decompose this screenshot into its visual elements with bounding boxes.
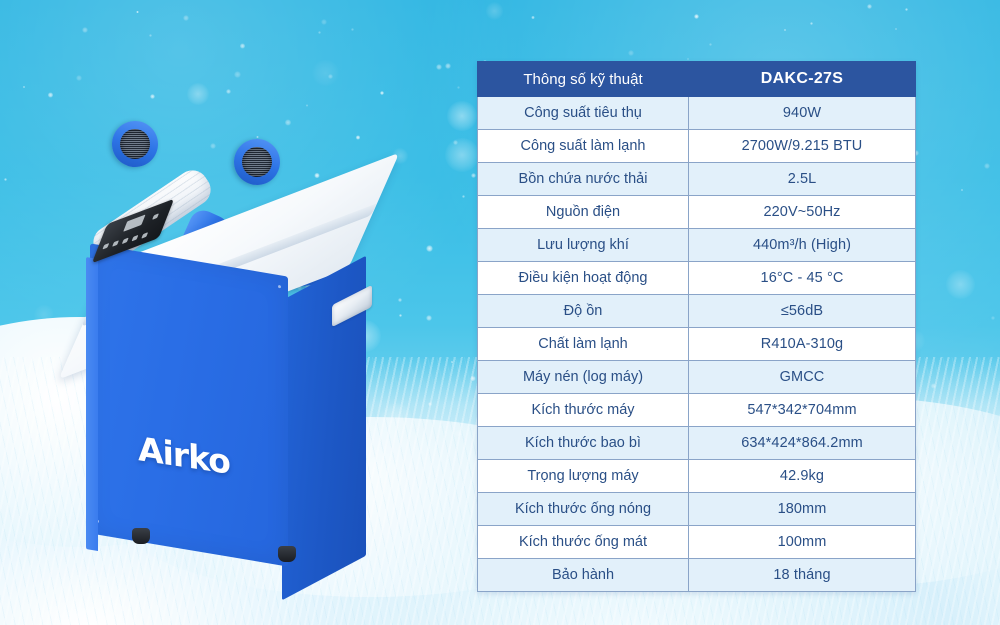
- spec-label: Công suất làm lạnh: [477, 129, 689, 163]
- table-row: Bồn chứa nước thải 2.5L: [477, 162, 916, 196]
- spec-value: GMCC: [688, 360, 916, 394]
- spec-value: 42.9kg: [688, 459, 916, 493]
- spec-value: 940W: [688, 96, 916, 130]
- table-row: Công suất tiêu thụ 940W: [477, 96, 916, 130]
- duct-grille: [242, 147, 272, 177]
- spec-label: Kích thước bao bì: [477, 426, 689, 460]
- duct-grille: [120, 129, 150, 159]
- spec-label: Độ ồn: [477, 294, 689, 328]
- table-row: Máy nén (log máy) GMCC: [477, 360, 916, 394]
- table-row: Kích thước bao bì 634*424*864.2mm: [477, 426, 916, 460]
- spec-label: Kích thước ống nóng: [477, 492, 689, 526]
- specification-table: Thông số kỹ thuật DAKC-27S Công suất tiê…: [477, 61, 916, 592]
- spec-value: ≤56dB: [688, 294, 916, 328]
- spec-label: Trọng lượng máy: [477, 459, 689, 493]
- table-header: Thông số kỹ thuật DAKC-27S: [477, 61, 916, 97]
- spec-value: 16°C - 45 °C: [688, 261, 916, 295]
- spec-value: 440m³/h (High): [688, 228, 916, 262]
- spec-label: Lưu lượng khí: [477, 228, 689, 262]
- spec-value: 180mm: [688, 492, 916, 526]
- table-row: Chất làm lạnh R410A-310g: [477, 327, 916, 361]
- table-body: Công suất tiêu thụ 940W Công suất làm lạnh…: [477, 96, 916, 592]
- table-row: Trọng lượng máy 42.9kg: [477, 459, 916, 493]
- spec-label: Công suất tiêu thụ: [477, 96, 689, 130]
- spec-value: 100mm: [688, 525, 916, 559]
- table-row: Bảo hành 18 tháng: [477, 558, 916, 592]
- spec-label: Bảo hành: [477, 558, 689, 592]
- table-row: Điều kiện hoạt động 16°C - 45 °C: [477, 261, 916, 295]
- table-row: Công suất làm lạnh 2700W/9.215 BTU: [477, 129, 916, 163]
- spec-label: Điều kiện hoạt động: [477, 261, 689, 295]
- spec-value: 2.5L: [688, 162, 916, 196]
- table-row: Nguồn điện 220V~50Hz: [477, 195, 916, 229]
- cabinet-front-panel: [90, 243, 288, 567]
- spec-label: Nguồn điện: [477, 195, 689, 229]
- spec-value: 634*424*864.2mm: [688, 426, 916, 460]
- caster-wheel: [278, 546, 296, 562]
- spec-label: Kích thước máy: [477, 393, 689, 427]
- caster-wheel: [132, 528, 150, 544]
- spec-label: Máy nén (log máy): [477, 360, 689, 394]
- product-image: Airko: [58, 110, 420, 601]
- table-row: Lưu lượng khí 440m³/h (High): [477, 228, 916, 262]
- header-label-cell: Thông số kỹ thuật: [477, 61, 689, 97]
- spec-label: Bồn chứa nước thải: [477, 162, 689, 196]
- table-header-row: Thông số kỹ thuật DAKC-27S: [477, 61, 916, 97]
- spec-label: Kích thước ống mát: [477, 525, 689, 559]
- spec-label: Chất làm lạnh: [477, 327, 689, 361]
- table-row: Kích thước ống mát 100mm: [477, 525, 916, 559]
- spec-value: 18 tháng: [688, 558, 916, 592]
- spec-value: 220V~50Hz: [688, 195, 916, 229]
- table-row: Độ ồn ≤56dB: [477, 294, 916, 328]
- display-screen: [123, 214, 146, 232]
- cabinet-left-edge: [86, 256, 98, 552]
- spec-value: 2700W/9.215 BTU: [688, 129, 916, 163]
- spec-value: 547*342*704mm: [688, 393, 916, 427]
- header-model-cell: DAKC-27S: [688, 61, 916, 97]
- spec-value: R410A-310g: [688, 327, 916, 361]
- table-row: Kích thước ống nóng 180mm: [477, 492, 916, 526]
- table-row: Kích thước máy 547*342*704mm: [477, 393, 916, 427]
